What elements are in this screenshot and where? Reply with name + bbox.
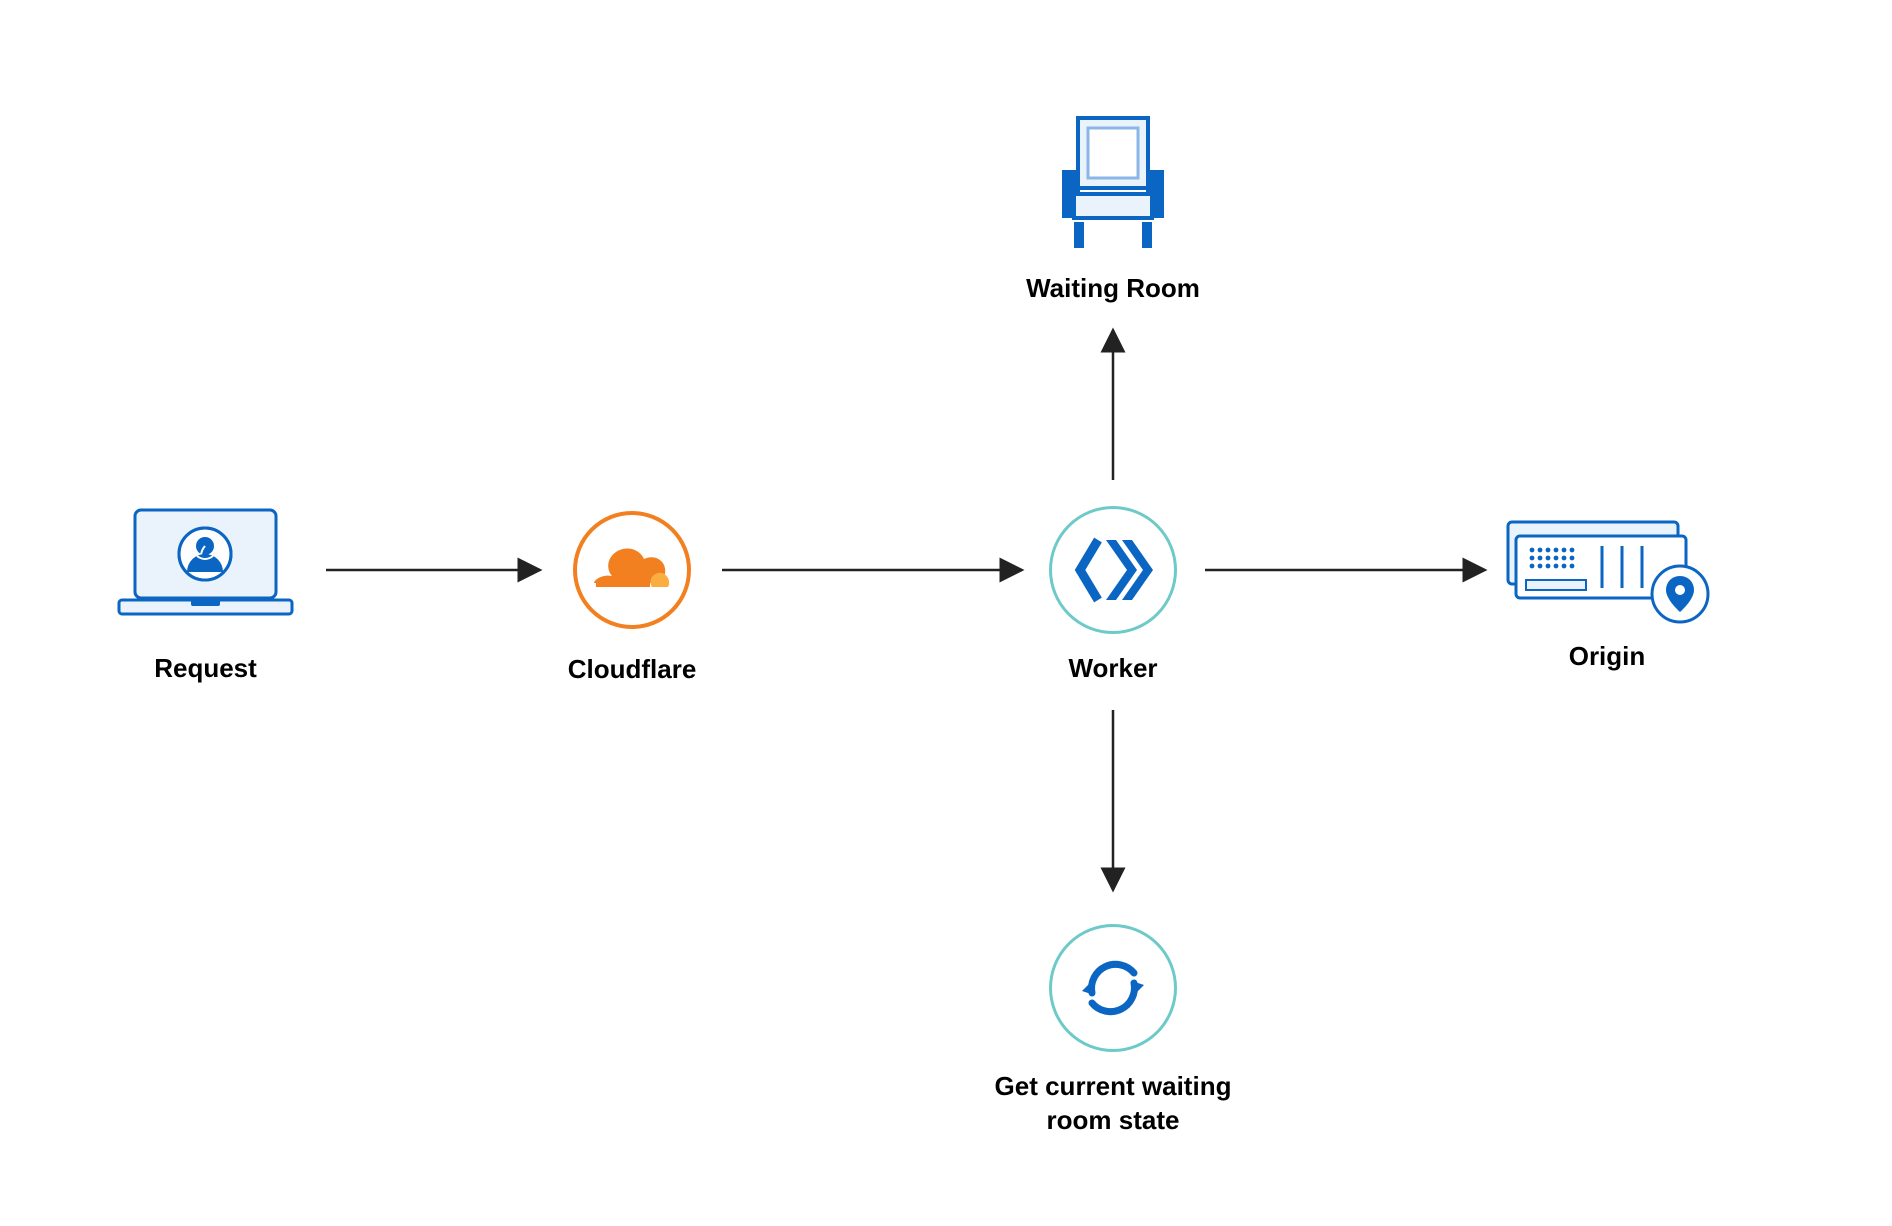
cloudflare-circle (573, 511, 691, 629)
worker-circle (1049, 506, 1177, 634)
node-request: Request (113, 506, 298, 686)
server-icon (1502, 516, 1712, 626)
laptop-icon (113, 506, 298, 626)
cloud-icon (592, 545, 672, 595)
node-worker: Worker (1049, 506, 1177, 686)
label-waiting-room: Waiting Room (1003, 272, 1223, 306)
label-request: Request (154, 652, 257, 686)
label-cloudflare: Cloudflare (568, 653, 697, 687)
label-worker: Worker (1068, 652, 1157, 686)
node-cloudflare: Cloudflare (573, 511, 691, 687)
label-origin: Origin (1569, 640, 1646, 674)
diagram-canvas: Request Cloudflare Worker (0, 0, 1892, 1226)
chair-icon (1048, 110, 1178, 260)
chevrons-icon (1072, 534, 1154, 606)
state-circle (1049, 924, 1177, 1052)
label-state: Get current waiting room state (963, 1070, 1263, 1138)
sync-icon (1074, 949, 1152, 1027)
node-waiting-room: Waiting Room (1033, 110, 1193, 306)
node-origin: Origin (1502, 516, 1712, 674)
node-state: Get current waiting room state (1049, 924, 1177, 1138)
